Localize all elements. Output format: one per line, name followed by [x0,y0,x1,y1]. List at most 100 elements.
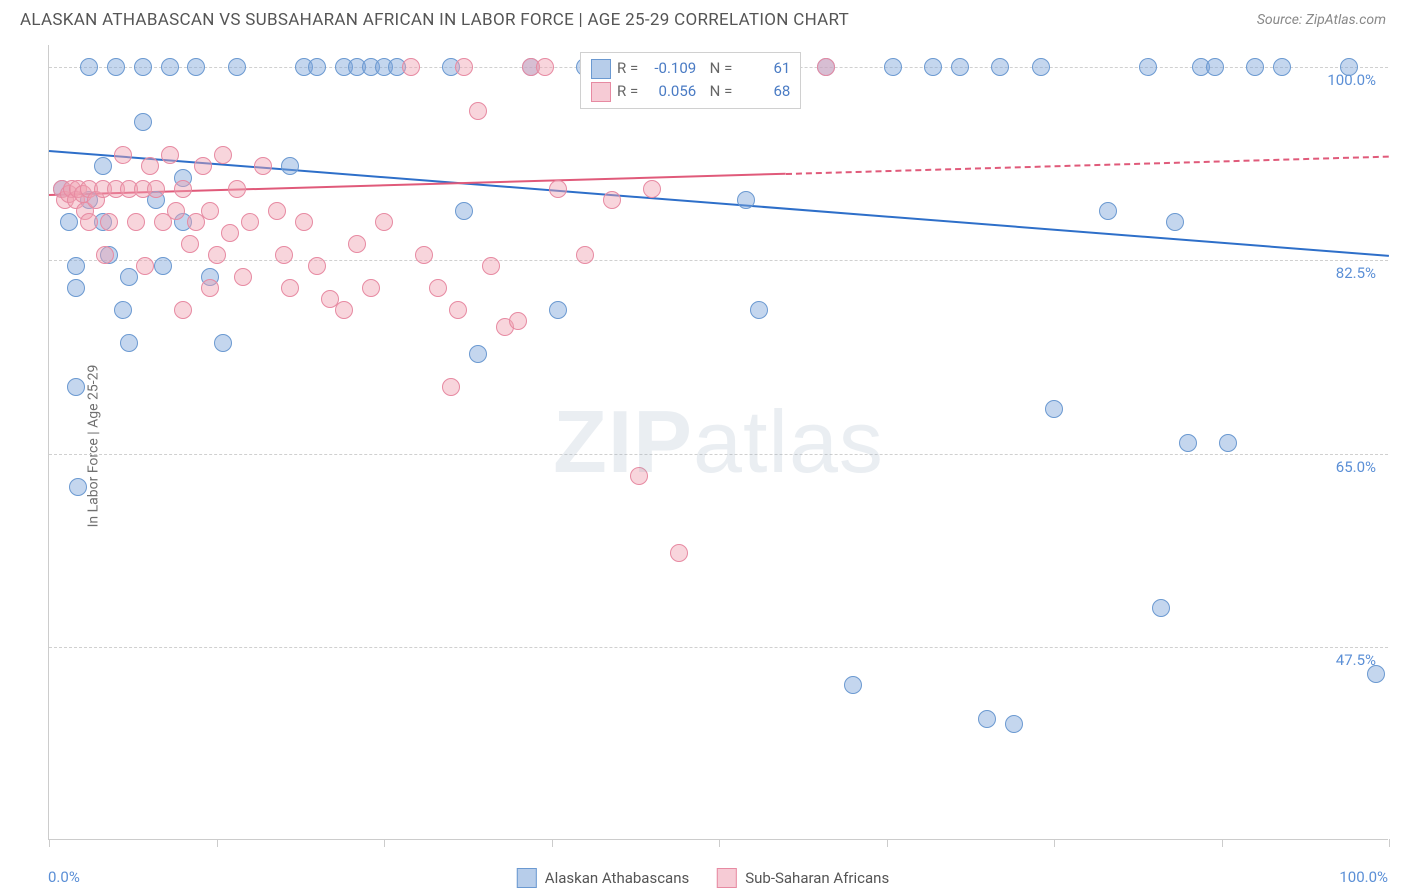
data-point [737,191,755,209]
data-point [254,157,272,175]
trend-line [49,150,1389,257]
data-point [1139,58,1157,76]
data-point [308,257,326,275]
data-point [141,157,159,175]
data-point [335,301,353,319]
data-point [1032,58,1050,76]
data-point [120,334,138,352]
data-point [80,58,98,76]
data-point [1367,665,1385,683]
data-point [214,334,232,352]
x-tick [49,839,50,847]
legend-row-blue: R = -0.109 N = 61 [591,57,790,80]
data-point [817,58,835,76]
data-point [127,213,145,231]
y-tick-label: 82.5% [1336,264,1376,282]
swatch-blue [517,868,537,888]
data-point [549,301,567,319]
data-point [214,146,232,164]
data-point [536,58,554,76]
data-point [201,279,219,297]
data-point [194,157,212,175]
data-point [951,58,969,76]
data-point [275,246,293,264]
legend-item-blue: Alaskan Athabascans [517,868,689,888]
data-point [1099,202,1117,220]
data-point [442,378,460,396]
data-point [100,213,118,231]
data-point [161,58,179,76]
data-point [295,213,313,231]
data-point [348,235,366,253]
data-point [107,58,125,76]
data-point [603,191,621,209]
data-point [1179,434,1197,452]
gridline-horizontal [49,454,1388,455]
data-point [281,157,299,175]
data-point [268,202,286,220]
data-point [67,279,85,297]
data-point [281,279,299,297]
series-legend: Alaskan Athabascans Sub-Saharan Africans [517,868,889,888]
corr-r-blue: -0.109 [644,57,696,80]
x-tick [1389,839,1390,847]
data-point [308,58,326,76]
data-point [1005,715,1023,733]
data-point [362,279,380,297]
legend-label-pink: Sub-Saharan Africans [745,869,889,887]
data-point [241,213,259,231]
data-point [750,301,768,319]
source-label: Source: ZipAtlas.com [1257,12,1386,28]
corr-n-blue: 61 [738,57,790,80]
data-point [234,268,252,286]
data-point [69,478,87,496]
data-point [1152,599,1170,617]
watermark: ZIPatlas [553,391,884,493]
data-point [120,268,138,286]
chart-title: ALASKAN ATHABASCAN VS SUBSAHARAN AFRICAN… [20,10,849,30]
data-point [630,467,648,485]
data-point [60,213,78,231]
x-axis-min-label: 0.0% [48,868,80,886]
data-point [208,246,226,264]
data-point [161,146,179,164]
correlation-legend: R = -0.109 N = 61 R = 0.056 N = 68 [580,52,801,109]
swatch-blue [591,59,611,79]
gridline-horizontal [49,260,1388,261]
data-point [1273,58,1291,76]
data-point [167,202,185,220]
data-point [1340,58,1358,76]
data-point [94,157,112,175]
data-point [469,102,487,120]
data-point [991,58,1009,76]
data-point [643,180,661,198]
data-point [402,58,420,76]
data-point [1246,58,1264,76]
data-point [1166,213,1184,231]
gridline-horizontal [49,647,1388,648]
x-tick [217,839,218,847]
data-point [154,257,172,275]
chart-plot-area: ZIPatlas 100.0%82.5%65.0%47.5% [48,45,1388,840]
data-point [844,676,862,694]
x-tick [384,839,385,847]
x-tick [719,839,720,847]
data-point [114,146,132,164]
y-tick-label: 65.0% [1336,458,1376,476]
data-point [884,58,902,76]
legend-label-blue: Alaskan Athabascans [545,869,689,887]
x-tick [1054,839,1055,847]
data-point [67,257,85,275]
data-point [1206,58,1224,76]
data-point [482,257,500,275]
data-point [228,180,246,198]
swatch-pink [717,868,737,888]
corr-r-pink: 0.056 [644,80,696,103]
data-point [181,235,199,253]
data-point [201,202,219,220]
data-point [136,257,154,275]
x-axis-max-label: 100.0% [1339,868,1388,886]
data-point [80,213,98,231]
data-point [449,301,467,319]
swatch-pink [591,82,611,102]
